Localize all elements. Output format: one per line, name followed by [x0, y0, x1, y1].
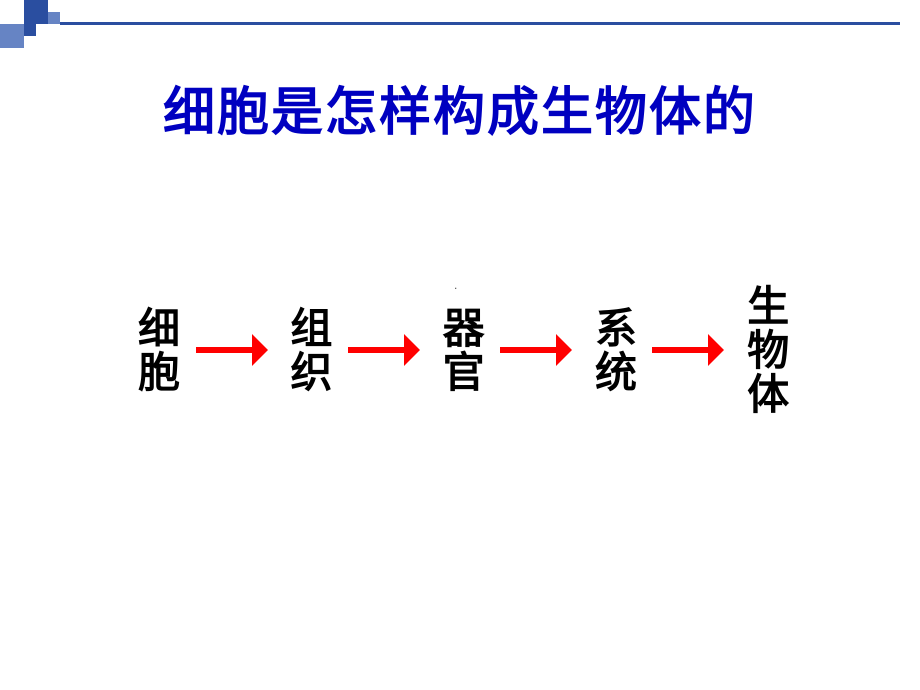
deco-square	[48, 12, 60, 24]
flow-node-tissue: 组织	[284, 306, 332, 394]
dot-marker: .	[454, 278, 457, 292]
deco-square	[24, 0, 48, 24]
flow-arrow	[652, 334, 724, 366]
flow-node-organ: 器官	[436, 306, 484, 394]
deco-line	[60, 22, 900, 25]
flow-node-system: 系统	[588, 306, 636, 394]
flow-node-organism: 生物体	[740, 284, 788, 416]
deco-square	[24, 24, 36, 36]
flow-arrow	[348, 334, 420, 366]
flow-arrow	[500, 334, 572, 366]
flow-node-cell: 细胞	[131, 306, 179, 394]
flow-arrow	[196, 334, 268, 366]
deco-square	[0, 24, 24, 48]
slide-title: 细胞是怎样构成生物体的	[0, 70, 920, 145]
flowchart: 细胞 组织 器官 系统 生物体	[0, 250, 920, 450]
